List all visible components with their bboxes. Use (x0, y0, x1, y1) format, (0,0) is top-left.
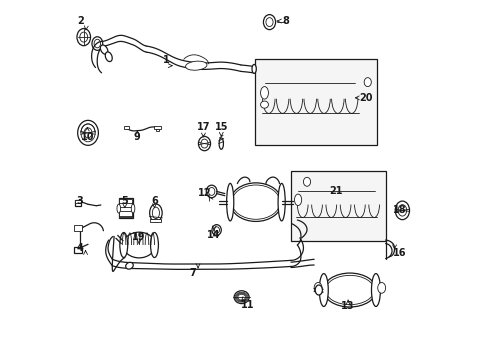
Ellipse shape (313, 283, 322, 293)
Ellipse shape (125, 262, 133, 269)
Ellipse shape (100, 45, 108, 54)
Ellipse shape (263, 15, 275, 30)
Ellipse shape (226, 183, 233, 221)
Bar (119, 198, 133, 217)
Text: 4: 4 (77, 243, 83, 253)
Text: 19: 19 (132, 232, 145, 242)
Bar (156, 129, 159, 131)
Ellipse shape (394, 201, 408, 220)
Ellipse shape (213, 227, 219, 233)
Ellipse shape (325, 275, 373, 305)
Ellipse shape (278, 183, 285, 221)
Text: 15: 15 (214, 122, 227, 132)
Text: 12: 12 (197, 188, 211, 198)
Ellipse shape (84, 128, 92, 138)
Text: 7: 7 (189, 268, 196, 278)
Ellipse shape (294, 194, 301, 206)
Ellipse shape (371, 274, 380, 306)
Text: 10: 10 (81, 132, 94, 142)
Ellipse shape (234, 291, 248, 303)
Ellipse shape (81, 124, 95, 142)
Text: 5: 5 (121, 197, 128, 206)
Bar (123, 126, 128, 129)
Ellipse shape (219, 138, 223, 149)
Ellipse shape (185, 61, 206, 70)
Ellipse shape (150, 233, 158, 257)
Ellipse shape (377, 283, 385, 293)
Bar (290, 171, 385, 241)
Ellipse shape (131, 204, 135, 213)
Bar (74, 247, 81, 253)
Text: 20: 20 (359, 93, 372, 103)
Ellipse shape (201, 139, 207, 148)
Ellipse shape (80, 32, 87, 42)
Text: 3: 3 (77, 197, 83, 206)
Ellipse shape (319, 274, 327, 306)
Ellipse shape (94, 39, 101, 48)
Ellipse shape (105, 52, 112, 62)
Bar (119, 199, 132, 217)
Ellipse shape (265, 18, 272, 27)
Ellipse shape (229, 183, 281, 221)
Ellipse shape (303, 177, 310, 186)
Text: 17: 17 (196, 122, 210, 132)
Ellipse shape (323, 273, 376, 307)
Ellipse shape (123, 232, 155, 258)
Bar (75, 200, 81, 206)
Bar (154, 126, 161, 129)
Ellipse shape (397, 204, 406, 216)
Ellipse shape (315, 285, 322, 295)
Ellipse shape (260, 101, 268, 108)
Ellipse shape (152, 207, 159, 219)
Bar (75, 201, 81, 203)
Text: 1: 1 (162, 55, 169, 65)
Bar (254, 59, 376, 145)
Ellipse shape (212, 225, 221, 235)
Ellipse shape (117, 204, 121, 213)
Text: 11: 11 (241, 300, 254, 310)
Text: 6: 6 (151, 197, 158, 206)
Ellipse shape (120, 233, 127, 257)
Ellipse shape (364, 78, 370, 87)
Ellipse shape (208, 188, 214, 195)
Ellipse shape (206, 185, 217, 198)
Bar (74, 225, 81, 231)
Ellipse shape (251, 64, 256, 73)
Ellipse shape (231, 185, 280, 219)
Text: 9: 9 (134, 132, 141, 142)
Ellipse shape (92, 37, 102, 50)
Text: 13: 13 (341, 301, 354, 311)
Bar (150, 219, 161, 222)
Ellipse shape (198, 136, 210, 151)
Text: 14: 14 (207, 230, 221, 240)
Text: 18: 18 (392, 205, 406, 215)
Ellipse shape (260, 87, 268, 99)
Text: 2: 2 (78, 16, 84, 26)
Text: 16: 16 (392, 248, 406, 258)
Ellipse shape (77, 28, 90, 46)
Ellipse shape (149, 204, 162, 222)
Text: 21: 21 (328, 186, 342, 197)
Text: 8: 8 (282, 16, 288, 26)
Ellipse shape (78, 120, 98, 145)
